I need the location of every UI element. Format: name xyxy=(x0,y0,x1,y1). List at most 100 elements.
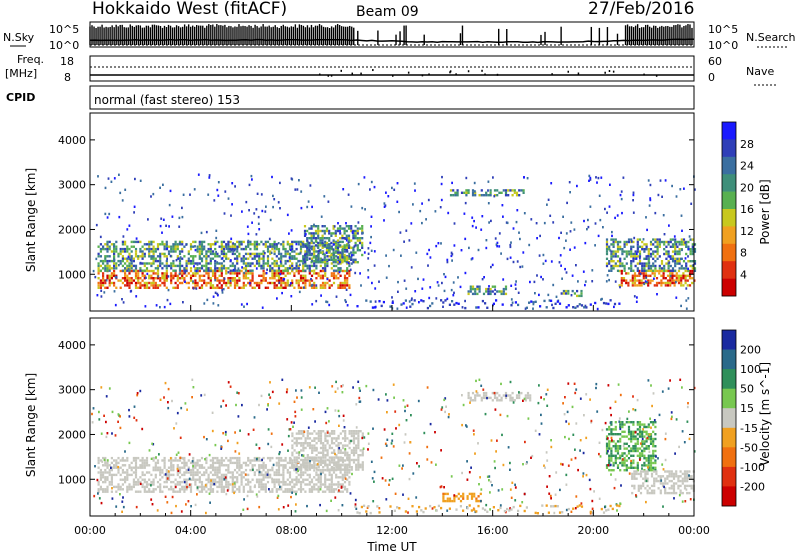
data-cell xyxy=(285,260,287,262)
noise-cell xyxy=(486,397,488,399)
data-cell xyxy=(641,431,643,433)
data-cell xyxy=(630,440,632,442)
noise-cell xyxy=(362,232,364,234)
noise-cell xyxy=(183,194,185,196)
noise-cell xyxy=(559,261,561,263)
noise-cell xyxy=(574,392,576,394)
data-cell xyxy=(294,437,296,439)
data-cell xyxy=(342,241,344,243)
data-cell xyxy=(271,272,273,274)
data-cell xyxy=(355,237,357,239)
noise-cell xyxy=(656,293,658,295)
data-cell xyxy=(637,270,639,272)
data-cell xyxy=(659,238,661,240)
data-cell xyxy=(678,279,680,281)
data-cell xyxy=(329,287,331,289)
data-cell xyxy=(483,194,485,196)
data-cell xyxy=(505,397,507,399)
data-cell xyxy=(271,469,273,471)
data-cell xyxy=(243,284,245,286)
data-cell xyxy=(306,259,308,261)
data-cell xyxy=(646,440,648,442)
data-cell xyxy=(656,284,658,286)
data-cell xyxy=(331,479,333,481)
data-cell xyxy=(153,279,155,281)
data-cell xyxy=(667,284,669,286)
data-cell xyxy=(529,394,531,396)
noise-cell xyxy=(348,241,350,243)
data-cell xyxy=(245,284,247,286)
noise-cell xyxy=(414,189,416,191)
data-cell xyxy=(109,282,111,284)
noise-cell xyxy=(469,402,471,404)
noise-cell xyxy=(266,272,268,274)
ground-cell xyxy=(502,303,504,305)
data-cell xyxy=(230,471,232,473)
freq-dot xyxy=(422,74,424,76)
noise-cell xyxy=(358,183,360,185)
noise-cell xyxy=(160,225,162,227)
data-cell xyxy=(349,459,351,461)
data-cell xyxy=(201,275,203,277)
data-cell xyxy=(133,246,135,248)
data-cell xyxy=(624,462,626,464)
data-cell xyxy=(663,243,665,245)
data-cell xyxy=(630,447,632,449)
data-cell xyxy=(285,282,287,284)
data-cell xyxy=(197,250,199,252)
data-cell xyxy=(470,290,472,292)
data-cell xyxy=(315,225,317,227)
noise-cell xyxy=(572,275,574,277)
data-cell xyxy=(177,287,179,289)
noise-cell xyxy=(558,237,560,239)
data-cell xyxy=(128,272,130,274)
data-cell xyxy=(274,284,276,286)
data-cell xyxy=(221,479,223,481)
data-cell xyxy=(139,250,141,252)
data-cell xyxy=(682,272,684,274)
data-cell xyxy=(238,255,240,257)
data-cell xyxy=(298,284,300,286)
data-cell xyxy=(468,293,470,295)
data-cell xyxy=(161,459,163,461)
data-cell xyxy=(148,241,150,243)
data-cell xyxy=(144,481,146,483)
noise-cell xyxy=(297,260,299,262)
data-cell xyxy=(232,479,234,481)
data-cell xyxy=(146,270,148,272)
data-cell xyxy=(274,241,276,243)
data-cell xyxy=(674,270,676,272)
data-cell xyxy=(338,456,340,458)
data-cell xyxy=(131,279,133,281)
noise-cell xyxy=(287,214,289,216)
data-cell xyxy=(315,256,317,258)
data-cell xyxy=(659,265,661,267)
data-cell xyxy=(282,476,284,478)
data-cell xyxy=(300,442,302,444)
data-cell xyxy=(355,259,357,261)
data-cell xyxy=(674,250,676,252)
data-cell xyxy=(348,247,350,249)
data-cell xyxy=(313,287,315,289)
data-cell xyxy=(307,483,309,485)
data-cell xyxy=(190,248,192,250)
data-cell xyxy=(278,462,280,464)
data-cell xyxy=(507,194,509,196)
noise-cell xyxy=(681,215,683,217)
data-cell xyxy=(669,487,671,489)
data-cell xyxy=(128,486,130,488)
data-cell xyxy=(172,474,174,476)
noise-cell xyxy=(130,259,132,261)
noise-cell xyxy=(251,175,253,177)
data-cell xyxy=(654,238,656,240)
data-cell xyxy=(289,471,291,473)
data-cell xyxy=(234,258,236,260)
data-cell xyxy=(632,282,634,284)
data-cell xyxy=(161,471,163,473)
data-cell xyxy=(201,467,203,469)
data-cell xyxy=(651,473,653,475)
noise-cell xyxy=(633,257,635,259)
data-cell xyxy=(245,267,247,269)
data-cell xyxy=(243,476,245,478)
data-cell xyxy=(302,267,304,269)
